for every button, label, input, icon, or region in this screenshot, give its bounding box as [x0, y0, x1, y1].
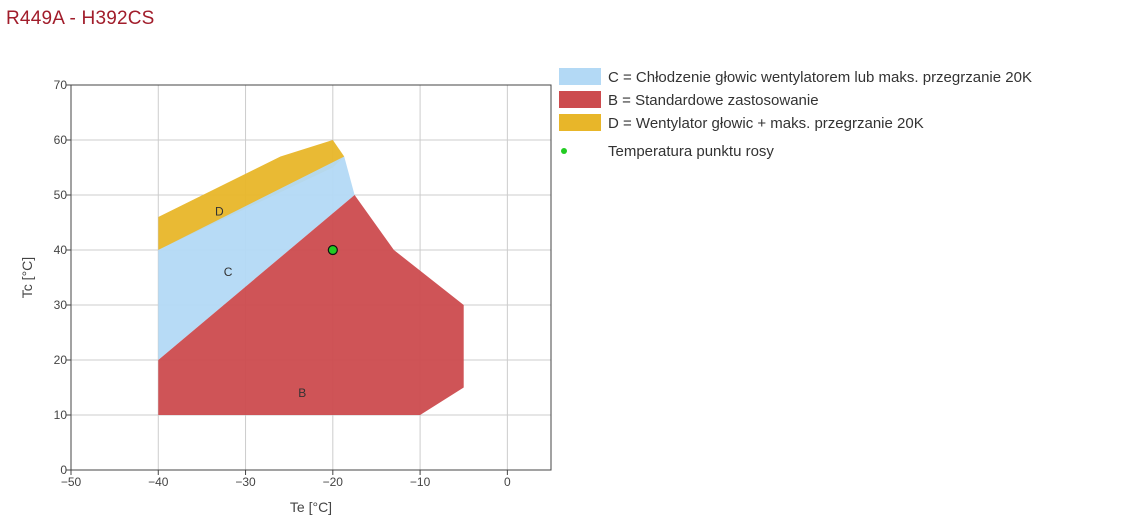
region-c[interactable]	[158, 156, 355, 361]
legend-label: B = Standardowe zastosowanie	[608, 92, 819, 109]
y-tick-label: 30	[54, 298, 68, 312]
y-tick-label: 60	[54, 133, 68, 147]
regions: D C B	[158, 140, 464, 415]
region-label-d: D	[215, 205, 224, 219]
y-tick-label: 40	[54, 243, 68, 257]
legend-item-d[interactable]: D = Wentylator głowic + maks. przegrzani…	[559, 114, 924, 132]
legend[interactable]: C = Chłodzenie głowic wentylatorem lub m…	[559, 68, 1032, 160]
y-tick-label: 10	[54, 408, 68, 422]
legend-swatch	[559, 68, 601, 85]
legend-swatch	[559, 91, 601, 108]
legend-label: Temperatura punktu rosy	[608, 143, 774, 160]
dew-point-marker[interactable]	[327, 244, 338, 256]
y-tick-label: 0	[60, 463, 67, 477]
x-tick-label: −10	[410, 475, 431, 489]
legend-marker	[561, 148, 567, 154]
legend-item-b[interactable]: B = Standardowe zastosowanie	[559, 91, 819, 109]
x-tick-label: −50	[61, 475, 82, 489]
plot-frame	[70, 84, 552, 471]
legend-label: C = Chłodzenie głowic wentylatorem lub m…	[608, 69, 1032, 86]
y-tick-label: 50	[54, 188, 68, 202]
legend-swatch	[559, 114, 601, 131]
x-tick-label: −20	[323, 475, 344, 489]
x-tick-label: −40	[148, 475, 169, 489]
y-axis-title: Tc [°C]	[19, 257, 35, 298]
y-tick-label: 20	[54, 353, 68, 367]
legend-label: D = Wentylator głowic + maks. przegrzani…	[608, 115, 924, 132]
page-title: R449A - H392CS	[6, 8, 155, 29]
points	[327, 244, 338, 256]
legend-item-c[interactable]: C = Chłodzenie głowic wentylatorem lub m…	[559, 68, 1032, 86]
x-axis-title: Te [°C]	[290, 499, 332, 515]
x-tick-label: −30	[235, 475, 256, 489]
region-label-c: C	[224, 265, 233, 279]
region-b[interactable]	[158, 195, 464, 415]
legend-item-dew-point[interactable]: Temperatura punktu rosy	[561, 143, 774, 160]
x-tick-label: 0	[504, 475, 511, 489]
region-label-b: B	[298, 386, 306, 400]
y-tick-label: 70	[54, 78, 68, 92]
region-d[interactable]	[158, 140, 345, 250]
ticks: −50 −40 −30 −20 −10 0 0 10 20 30 40 50 60 70	[54, 78, 511, 489]
